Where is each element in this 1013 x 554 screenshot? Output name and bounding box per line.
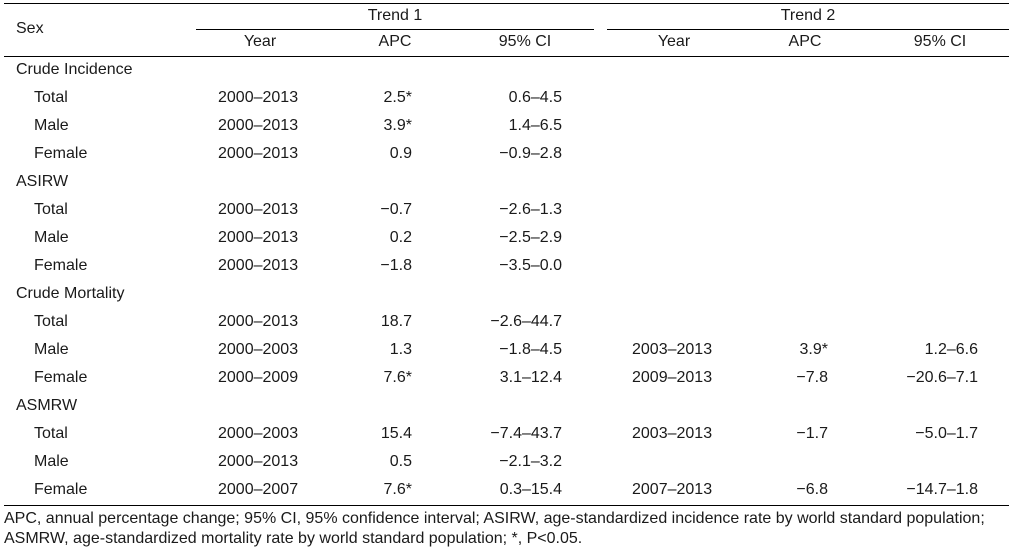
- trend2-year-cell: 2007–2013: [632, 481, 713, 498]
- trend2-ci-cell: −20.6–7.1: [906, 369, 978, 386]
- trend2-ci-cell: −14.7–1.8: [906, 481, 978, 498]
- trend1-underline: [196, 29, 594, 30]
- trend1-ci-cell: −2.5–2.9: [499, 229, 562, 246]
- trend1-ci-cell: −1.8–4.5: [499, 341, 562, 358]
- section-title: Crude Mortality: [16, 285, 125, 302]
- trend2-year-cell: 2003–2013: [632, 425, 713, 442]
- trend2-apc-cell: 3.9*: [799, 341, 828, 358]
- trend1-ci-cell: −2.6–1.3: [499, 201, 562, 218]
- trend2-year-cell: 2009–2013: [632, 369, 713, 386]
- row-sex-label: Male: [34, 453, 69, 470]
- trend1-apc-cell: 3.9*: [383, 117, 412, 134]
- trend1-ci-cell: 3.1–12.4: [499, 369, 562, 386]
- trend1-apc-cell: 7.6*: [383, 481, 412, 498]
- trend1-ci-cell: 0.6–4.5: [508, 89, 562, 106]
- trend1-year-cell: 2000–2013: [218, 453, 299, 470]
- trend1-year-cell: 2000–2007: [218, 481, 299, 498]
- trend1-ci-cell: 1.4–6.5: [508, 117, 562, 134]
- trend1-apc-cell: −1.8: [380, 257, 412, 274]
- trend1-year-cell: 2000–2013: [218, 313, 299, 330]
- row-sex-label: Total: [34, 313, 68, 330]
- trend1-year-cell: 2000–2013: [218, 257, 299, 274]
- trend1-ci-cell: −0.9–2.8: [499, 145, 562, 162]
- row-sex-label: Male: [34, 229, 69, 246]
- trend1-ci-cell: −7.4–43.7: [490, 425, 562, 442]
- table-footnote: APC, annual percentage change; 95% CI, 9…: [4, 510, 985, 547]
- trend1-year-cell: 2000–2009: [218, 369, 299, 386]
- trend1-apc-cell: 7.6*: [383, 369, 412, 386]
- table-top-rule: [4, 3, 1009, 4]
- section-title: ASIRW: [16, 173, 69, 190]
- row-sex-label: Female: [34, 369, 88, 386]
- trend1-ci-cell: 0.3–15.4: [499, 481, 562, 498]
- trend1-apc-cell: 1.3: [389, 341, 412, 358]
- trend2-ci-header: 95% CI: [913, 33, 967, 50]
- trend1-year-cell: 2000–2013: [218, 145, 299, 162]
- trend1-apc-cell: 0.5: [389, 453, 412, 470]
- trend2-apc-cell: −7.8: [796, 369, 828, 386]
- column-header-sex: Sex: [16, 20, 44, 37]
- trend2-year-header: Year: [657, 33, 691, 50]
- trend1-apc-cell: −0.7: [380, 201, 412, 218]
- trend1-year-cell: 2000–2013: [218, 201, 299, 218]
- trend1-apc-cell: 0.9: [389, 145, 412, 162]
- trend1-apc-cell: 15.4: [380, 425, 412, 442]
- trend2-apc-header: APC: [788, 33, 822, 50]
- section-title: Crude Incidence: [16, 61, 133, 78]
- row-sex-label: Total: [34, 89, 68, 106]
- row-sex-label: Total: [34, 201, 68, 218]
- trend2-header: Trend 2: [780, 7, 836, 24]
- trend2-apc-cell: −1.7: [796, 425, 828, 442]
- trend1-ci-cell: −2.6–44.7: [490, 313, 562, 330]
- row-sex-label: Female: [34, 145, 88, 162]
- table-bottom-rule: [4, 505, 1009, 506]
- row-sex-label: Total: [34, 425, 68, 442]
- trend1-year-header: Year: [243, 33, 277, 50]
- trend1-ci-cell: −3.5–0.0: [499, 257, 562, 274]
- row-sex-label: Male: [34, 117, 69, 134]
- section-title: ASMRW: [16, 397, 78, 414]
- trend1-ci-cell: −2.1–3.2: [499, 453, 562, 470]
- trend1-year-cell: 2000–2013: [218, 117, 299, 134]
- trend1-year-cell: 2000–2013: [218, 89, 299, 106]
- trend2-apc-cell: −6.8: [796, 481, 828, 498]
- trend2-ci-cell: −5.0–1.7: [915, 425, 978, 442]
- trend1-apc-cell: 0.2: [389, 229, 412, 246]
- trend1-apc-cell: 2.5*: [383, 89, 412, 106]
- row-sex-label: Female: [34, 481, 88, 498]
- trend2-ci-cell: 1.2–6.6: [924, 341, 978, 358]
- trend1-year-cell: 2000–2013: [218, 229, 299, 246]
- trend1-apc-header: APC: [378, 33, 412, 50]
- trend2-year-cell: 2003–2013: [632, 341, 713, 358]
- trend1-apc-cell: 18.7: [380, 313, 412, 330]
- trend1-header: Trend 1: [367, 7, 423, 24]
- trend1-year-cell: 2000–2003: [218, 341, 299, 358]
- trend1-year-cell: 2000–2003: [218, 425, 299, 442]
- trend1-ci-header: 95% CI: [498, 33, 552, 50]
- header-bottom-rule: [4, 56, 1009, 57]
- row-sex-label: Male: [34, 341, 69, 358]
- row-sex-label: Female: [34, 257, 88, 274]
- trend2-underline: [607, 29, 1009, 30]
